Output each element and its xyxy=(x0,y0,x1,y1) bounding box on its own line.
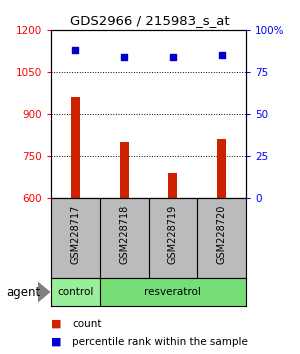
Bar xyxy=(169,173,177,198)
Text: ■: ■ xyxy=(51,337,62,347)
Text: GSM228719: GSM228719 xyxy=(168,205,178,264)
Text: resveratrol: resveratrol xyxy=(144,287,201,297)
Point xyxy=(170,54,175,60)
Text: ■: ■ xyxy=(51,319,62,329)
Point xyxy=(219,52,224,58)
FancyBboxPatch shape xyxy=(51,278,100,306)
Text: count: count xyxy=(72,319,101,329)
Bar xyxy=(120,142,128,198)
Text: GDS2966 / 215983_s_at: GDS2966 / 215983_s_at xyxy=(70,14,230,27)
Text: control: control xyxy=(57,287,94,297)
Text: GSM228717: GSM228717 xyxy=(70,205,80,264)
Bar xyxy=(217,139,226,198)
Text: GSM228718: GSM228718 xyxy=(119,205,129,264)
Bar xyxy=(71,97,80,198)
Point xyxy=(122,54,127,60)
Point xyxy=(73,47,78,53)
Polygon shape xyxy=(38,282,50,302)
Text: agent: agent xyxy=(6,286,40,298)
Text: GSM228720: GSM228720 xyxy=(217,205,226,264)
Text: percentile rank within the sample: percentile rank within the sample xyxy=(72,337,248,347)
